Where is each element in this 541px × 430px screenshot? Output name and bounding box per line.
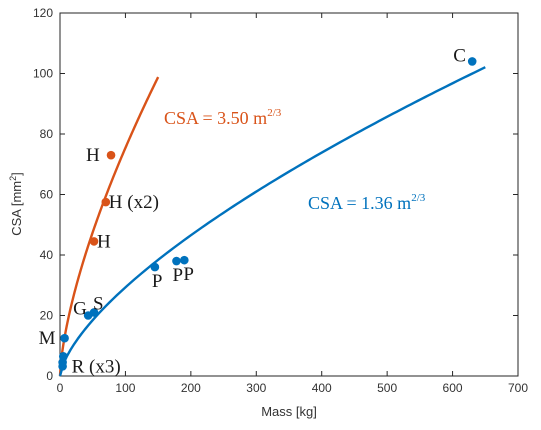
x-tick-label: 200 [181,381,201,395]
data-point [467,57,477,66]
fit-curves [58,66,486,377]
point-label: H [97,231,111,252]
y-tick-label: 20 [40,309,54,323]
point-label: H [86,145,100,166]
point-label: M [39,328,56,349]
data-point [180,255,189,265]
point-label: R (x3) [72,356,121,377]
y-tick-label: 0 [46,369,53,383]
orange-fit-annotation-exponent: 2/3 [267,107,282,119]
point-label: P [172,265,183,286]
data-point [60,333,69,343]
y-tick-label: 120 [33,6,53,20]
x-tick-label: 700 [508,381,528,395]
blue-fit-curve [58,66,486,377]
y-axis-title: CSA [mm2] [8,172,24,236]
y-axis-title-main: CSA [mm [9,181,24,236]
data-point [58,362,67,371]
data-point [150,262,160,272]
point-label: S [93,293,104,314]
data-point [89,237,99,246]
data-point [89,308,99,317]
orange-fit-annotation: CSA = 3.50 m2/3 [164,107,282,128]
point-label: G [73,299,87,320]
point-label: P [183,264,194,285]
x-axis-title: Mass [kg] [261,404,317,419]
y-axis-title-sup: 2 [8,176,18,181]
data-point [172,256,181,266]
data-points [58,57,477,371]
blue-fit-annotation-text: CSA = 1.36 m [308,193,411,213]
x-tick-label: 400 [312,381,332,395]
x-tick-label: 0 [57,381,64,395]
blue-fit-annotation-exponent: 2/3 [411,192,426,204]
x-tick-label: 600 [443,381,463,395]
point-labels: H H (x2) H C P P P G S M R (x3) [39,45,466,377]
point-label: C [453,45,466,66]
point-label: P [152,271,163,292]
y-tick-label: 100 [33,67,53,81]
axes: 0 100 200 300 400 500 600 700 0 20 40 60 80 100 120 [33,6,528,395]
x-tick-label: 300 [246,381,266,395]
data-point [106,150,116,160]
y-axis-title-close: ] [9,172,24,176]
y-tick-label: 40 [40,248,54,262]
y-tick-label: 60 [40,188,54,202]
y-tick-label: 80 [40,127,54,141]
x-tick-label: 500 [377,381,397,395]
orange-fit-curve [58,76,160,377]
orange-fit-annotation-text: CSA = 3.50 m [164,108,267,128]
point-label: H (x2) [109,192,159,213]
data-point [101,197,111,207]
blue-fit-annotation: CSA = 1.36 m2/3 [308,192,426,213]
x-tick-label: 100 [115,381,135,395]
